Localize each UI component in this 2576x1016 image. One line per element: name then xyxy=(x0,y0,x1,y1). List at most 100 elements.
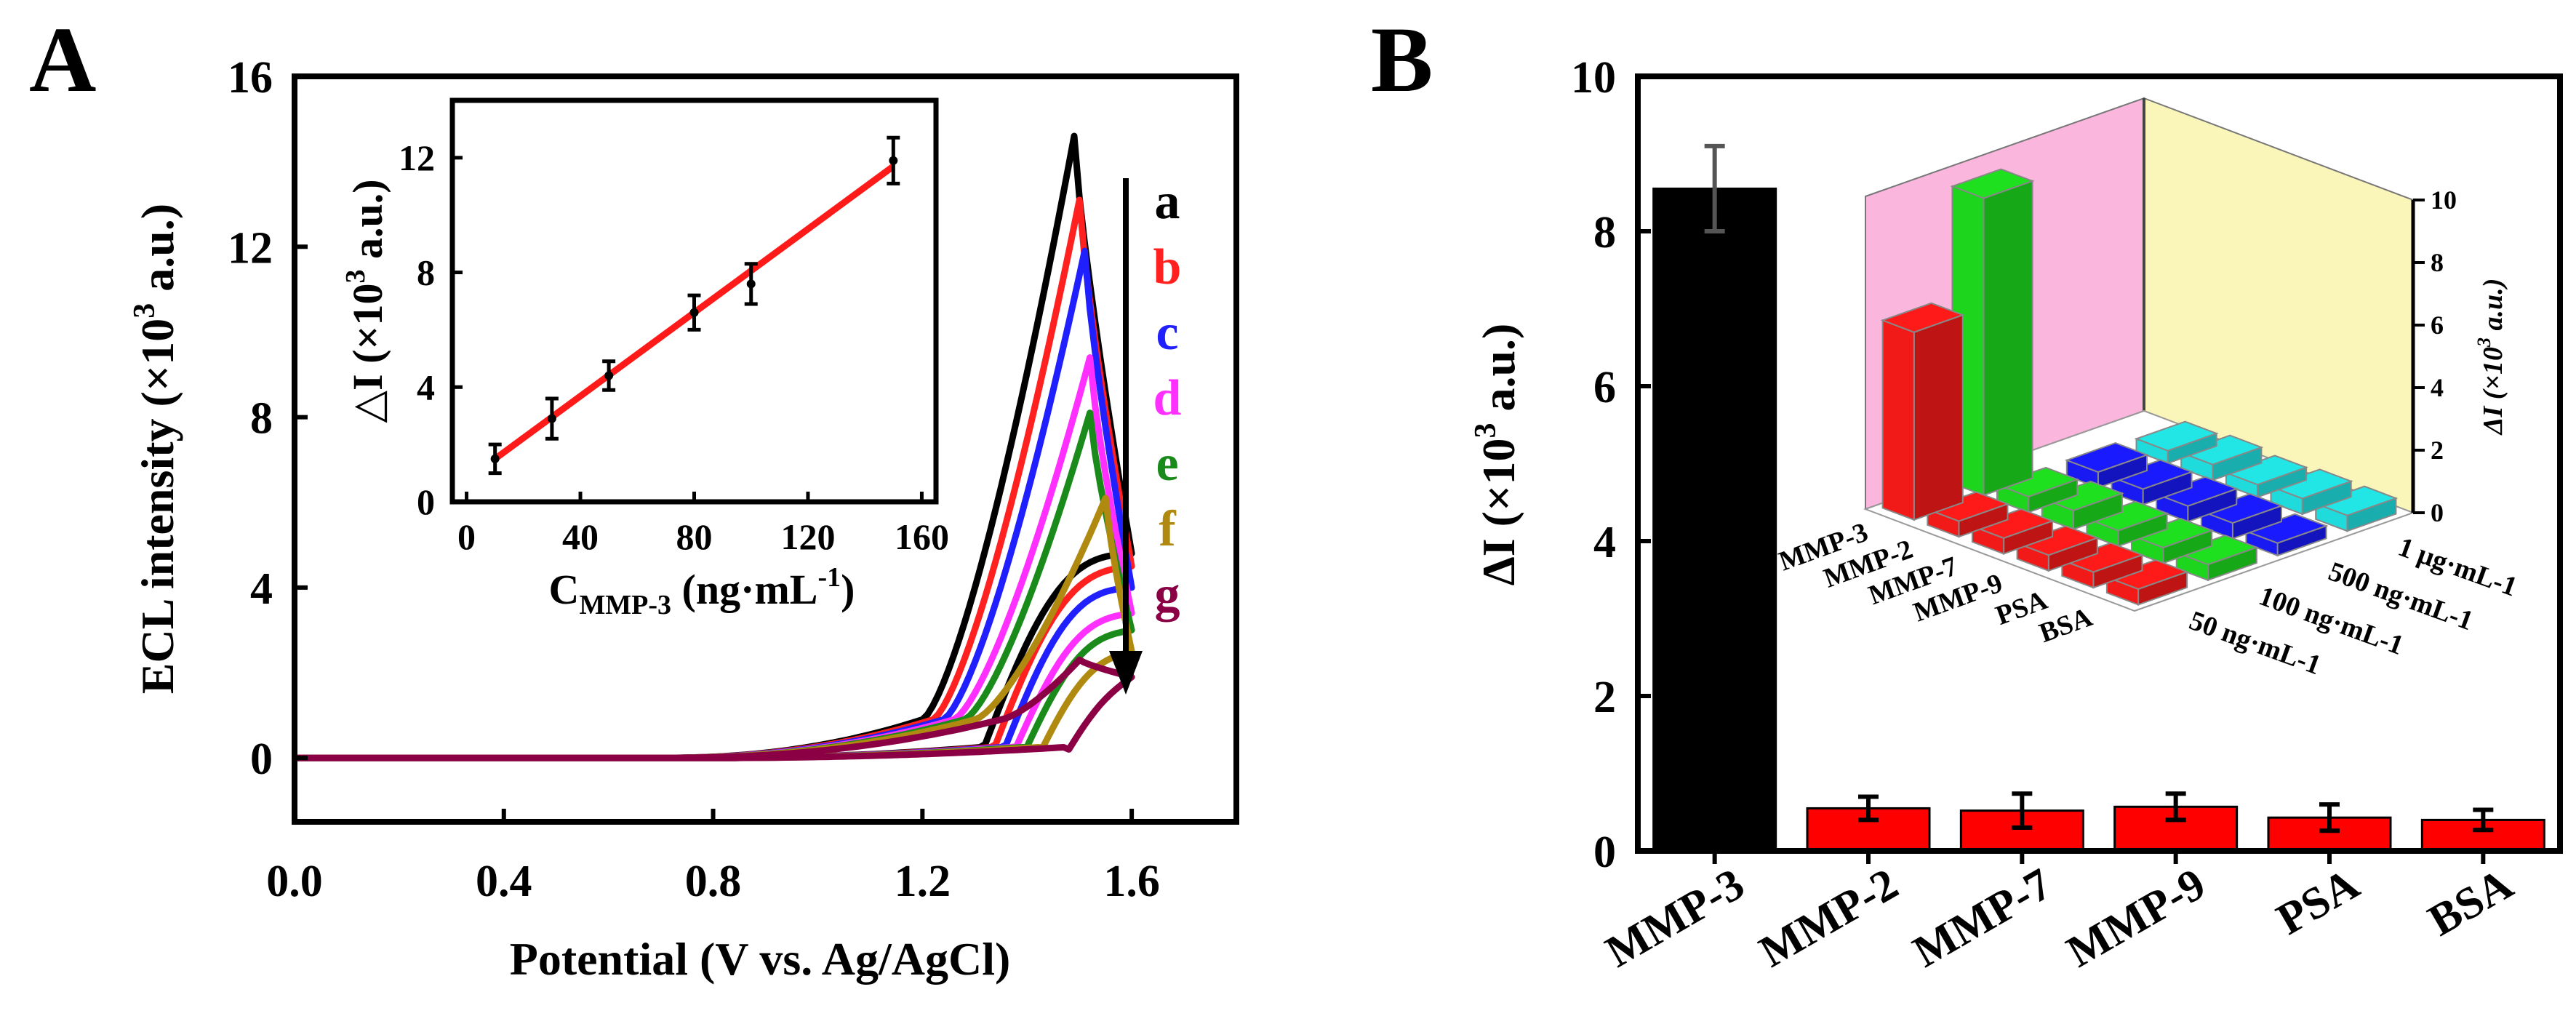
panel-a-plot-frame xyxy=(292,73,1239,825)
inset-data-point xyxy=(547,414,556,423)
panel-a-y-tick-label: 12 xyxy=(228,223,273,273)
panel-b-x-tick-label: MMP-2 xyxy=(1751,859,1906,977)
inset3d-zlabel-prefix: ΔI (×10 xyxy=(2478,347,2508,436)
inset-x-tick-label: 120 xyxy=(780,516,835,557)
curve-label-c: c xyxy=(1156,305,1178,361)
panel-a-ylabel-sup: 3 xyxy=(128,303,161,319)
inset-xlabel-sub: MMP-3 xyxy=(579,590,671,620)
inset3d-bar-face xyxy=(1913,313,1964,521)
panel-b-y-axis-title: ΔI (×103 a.u.) xyxy=(1469,324,1524,586)
panel-b-plot-frame xyxy=(1635,73,2563,854)
curve-label-f: f xyxy=(1159,501,1176,557)
inset-y-tick-label: 0 xyxy=(417,481,435,522)
curve-label-a: a xyxy=(1155,174,1180,230)
inset-x-tick-label: 160 xyxy=(895,516,949,557)
inset3d-bar-top xyxy=(2174,535,2259,566)
panel-b-x-tick-label: PSA xyxy=(2269,859,2368,945)
panel-a-inset-x-axis-title: CMMP-3 (ng·mL-1) xyxy=(549,562,855,620)
inset3d-zlabel-suffix: a.u.) xyxy=(2478,279,2508,337)
inset3d-bar-top xyxy=(2064,442,2149,473)
inset3d-bar-top xyxy=(2199,493,2284,524)
panel-a-y-tick-label: 0 xyxy=(250,735,273,784)
inset3d-bar-top xyxy=(2134,420,2219,452)
inset3d-bar-top xyxy=(1880,302,1965,333)
panel-a-arrow-head xyxy=(1109,651,1143,695)
panel-a-main-chart: 0.0 0.4 0.8 1.2 1.6 0 4 8 12 16 ECL intensity (×1… xyxy=(128,53,1239,985)
inset-xlabel-sup: -1 xyxy=(817,562,841,593)
inset3d-zlabel-sup: 3 xyxy=(2473,337,2495,348)
panel-a-inset-axis-ticks: 0 40 80 120 160 0 4 8 12 xyxy=(399,137,949,557)
inset-ylabel-suffix: a.u.) xyxy=(344,179,391,269)
panel-a-x-tick-label: 0.8 xyxy=(685,857,742,906)
panel-b-label: B xyxy=(1371,8,1433,111)
inset3d-bar-top xyxy=(2154,476,2239,507)
panel-a-label: A xyxy=(29,8,96,111)
inset-x-tick-label: 0 xyxy=(457,516,476,557)
inset-data-point xyxy=(604,371,614,380)
panel-a-x-tick-label: 0.4 xyxy=(476,857,532,906)
inset3d-bar-top xyxy=(1969,508,2055,539)
inset3d-z-tick-label: 6 xyxy=(2431,311,2444,340)
panel-a-y-tick-label: 4 xyxy=(250,564,273,614)
panel-b-y-tick-label: 4 xyxy=(1593,518,1616,567)
panel-a-x-tick-label: 0.0 xyxy=(266,857,323,906)
svg-text:ECL intensity (×103 a.u.): ECL intensity (×103 a.u.) xyxy=(128,204,183,694)
panel-a-y-tick-label: 8 xyxy=(250,394,273,444)
inset3d-bar-top xyxy=(2268,468,2353,500)
svg-text:△I (×103 a.u.): △I (×103 a.u.) xyxy=(340,179,391,423)
panel-b-x-tick-label: MMP-9 xyxy=(2059,859,2214,977)
panel-a-inset-y-axis-title: △I (×103 a.u.) xyxy=(340,179,391,423)
inset3d-bar-top xyxy=(2223,455,2309,486)
inset3d-bar-top xyxy=(2313,485,2399,516)
panel-a: A 0.0 0.4 0.8 1.2 1.6 0 4 8 12 16 ECL intensity (… xyxy=(29,8,1239,985)
panel-b-y-tick-label: 10 xyxy=(1571,53,1616,103)
curve-label-g: g xyxy=(1155,567,1180,623)
inset3d-bar-top xyxy=(1925,491,2010,522)
inset3d-z-tick-label: 0 xyxy=(2431,498,2444,527)
svg-text:ΔI (×103 a.u.): ΔI (×103 a.u.) xyxy=(2473,279,2508,436)
inset3d-z-tick-label: 2 xyxy=(2431,436,2444,465)
bar-mmp-3 xyxy=(1652,187,1777,852)
panel-b-y-tick-label: 0 xyxy=(1593,828,1616,877)
panel-a-ylabel-suffix: a.u.) xyxy=(132,204,183,303)
panel-a-inset-frame xyxy=(449,97,939,505)
inset-y-tick-label: 8 xyxy=(417,252,435,293)
inset-x-tick-label: 80 xyxy=(676,516,713,557)
panel-b-ylabel-sup: 3 xyxy=(1469,423,1503,439)
inset3d-bar-top xyxy=(1995,466,2080,497)
panel-a-inset-data xyxy=(488,135,900,476)
inset3d-z-tick-label: 8 xyxy=(2431,248,2444,277)
panel-a-axis-ticks: 0.0 0.4 0.8 1.2 1.6 0 4 8 12 16 xyxy=(228,53,1160,906)
svg-text:ΔI (×103 a.u.): ΔI (×103 a.u.) xyxy=(1469,324,1524,586)
inset-y-tick-label: 4 xyxy=(417,367,435,407)
inset-data-point xyxy=(490,454,500,463)
inset3d-bar-face xyxy=(1983,180,2033,497)
inset3d-z-ticks: 0 2 4 6 8 10 xyxy=(2413,185,2457,527)
panel-b-y-tick-label: 2 xyxy=(1593,673,1616,722)
inset3d-bar-top xyxy=(2109,459,2194,490)
inset3d-bars xyxy=(1880,168,2399,606)
panel-b-ylabel-prefix: ΔI (×10 xyxy=(1473,439,1524,586)
inset3d-z-tick-label: 10 xyxy=(2431,185,2457,215)
inset3d-bar-top xyxy=(2179,434,2264,465)
panel-a-y-axis-title: ECL intensity (×103 a.u.) xyxy=(128,204,183,694)
panel-b-y-tick-label: 8 xyxy=(1593,208,1616,257)
panel-b-ylabel-suffix: a.u.) xyxy=(1473,324,1524,423)
inset3d-bar-top xyxy=(2060,542,2145,573)
inset3d-bar-top xyxy=(2129,517,2215,548)
inset-data-point xyxy=(889,156,898,165)
panel-b-x-tick-label: MMP-3 xyxy=(1598,859,1753,977)
inset3d-bar-top xyxy=(2084,500,2169,532)
panel-a-ylabel-prefix: ECL intensity (×10 xyxy=(132,319,183,695)
panel-a-inset: 0 40 80 120 160 0 4 8 12 △I (×103 a.u.) CMMP-3 (… xyxy=(340,97,949,620)
panel-b-y-tick-label: 6 xyxy=(1593,363,1616,412)
inset3d-z-tick-label: 4 xyxy=(2431,373,2444,402)
inset-data-point xyxy=(689,308,699,317)
inset-ylabel-prefix: △I (×10 xyxy=(344,284,391,423)
curve-label-d: d xyxy=(1153,370,1182,426)
inset3d-z-axis-title: ΔI (×103 a.u.) xyxy=(2473,279,2508,436)
panel-a-x-axis-title: Potential (V vs. Ag/AgCl) xyxy=(510,933,1011,985)
